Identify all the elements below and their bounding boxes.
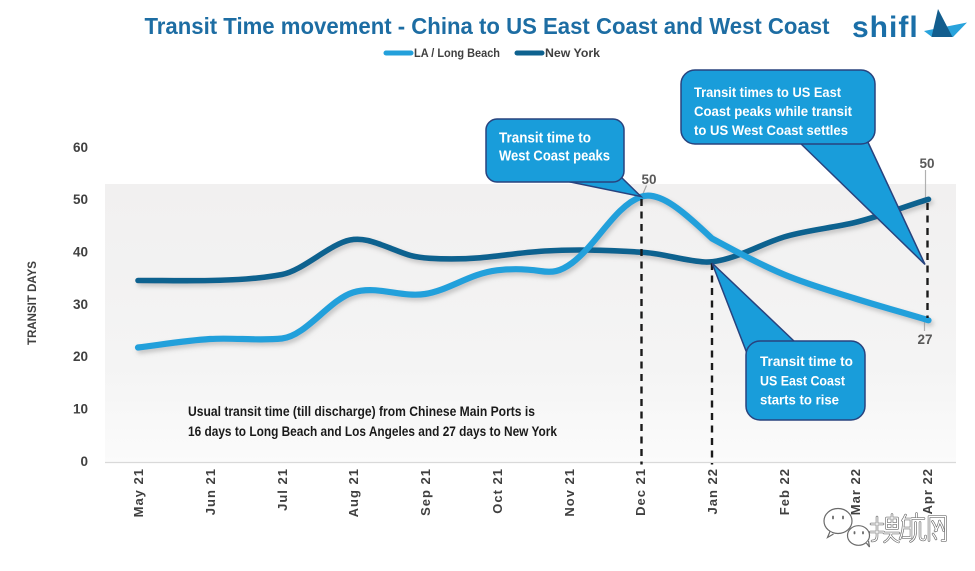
svg-text:60: 60 — [73, 140, 88, 155]
svg-text:Sep 21: Sep 21 — [418, 468, 433, 516]
svg-text:New York: New York — [545, 46, 600, 60]
svg-text:US East Coast: US East Coast — [760, 373, 845, 389]
svg-text:Usual transit time (till disch: Usual transit time (till discharge) from… — [188, 404, 535, 419]
svg-text:Nov 21: Nov 21 — [562, 468, 577, 517]
svg-text:Transit times to US East: Transit times to US East — [694, 84, 841, 100]
svg-text:Jul 21: Jul 21 — [275, 468, 290, 511]
svg-text:LA / Long Beach: LA / Long Beach — [414, 46, 500, 60]
svg-text:16 days to Long Beach and Los: 16 days to Long Beach and Los Angeles an… — [188, 424, 557, 439]
svg-text:50: 50 — [641, 172, 656, 187]
svg-text:Jan 22: Jan 22 — [705, 468, 720, 514]
svg-text:Oct 21: Oct 21 — [490, 468, 505, 514]
svg-text:20: 20 — [73, 349, 88, 364]
svg-text:27: 27 — [917, 332, 932, 347]
svg-text:West Coast peaks: West Coast peaks — [499, 148, 610, 165]
svg-text:Transit time to: Transit time to — [499, 130, 591, 147]
svg-text:Apr 22: Apr 22 — [920, 468, 935, 514]
svg-text:50: 50 — [919, 156, 934, 171]
svg-text:0: 0 — [80, 454, 88, 469]
svg-text:Coast peaks while transit: Coast peaks while transit — [694, 103, 852, 119]
svg-text:Feb 22: Feb 22 — [777, 468, 792, 515]
svg-text:shifl: shifl — [852, 11, 919, 44]
svg-text:May 21: May 21 — [131, 468, 146, 517]
svg-text:Dec 21: Dec 21 — [633, 468, 648, 516]
svg-text:starts to rise: starts to rise — [760, 392, 839, 408]
svg-text:TRANSIT DAYS: TRANSIT DAYS — [27, 261, 39, 345]
svg-text:Jun 21: Jun 21 — [203, 468, 218, 515]
svg-text:to US West Coast settles: to US West Coast settles — [694, 122, 848, 138]
svg-text:Mar 22: Mar 22 — [848, 468, 863, 515]
svg-text:50: 50 — [73, 192, 88, 207]
svg-text:Transit time to: Transit time to — [760, 353, 853, 369]
svg-text:10: 10 — [73, 402, 88, 417]
svg-text:Transit Time movement - China: Transit Time movement - China to US East… — [145, 13, 830, 39]
svg-text:40: 40 — [73, 245, 88, 260]
svg-text:30: 30 — [73, 297, 88, 312]
svg-text:Aug 21: Aug 21 — [346, 468, 361, 517]
